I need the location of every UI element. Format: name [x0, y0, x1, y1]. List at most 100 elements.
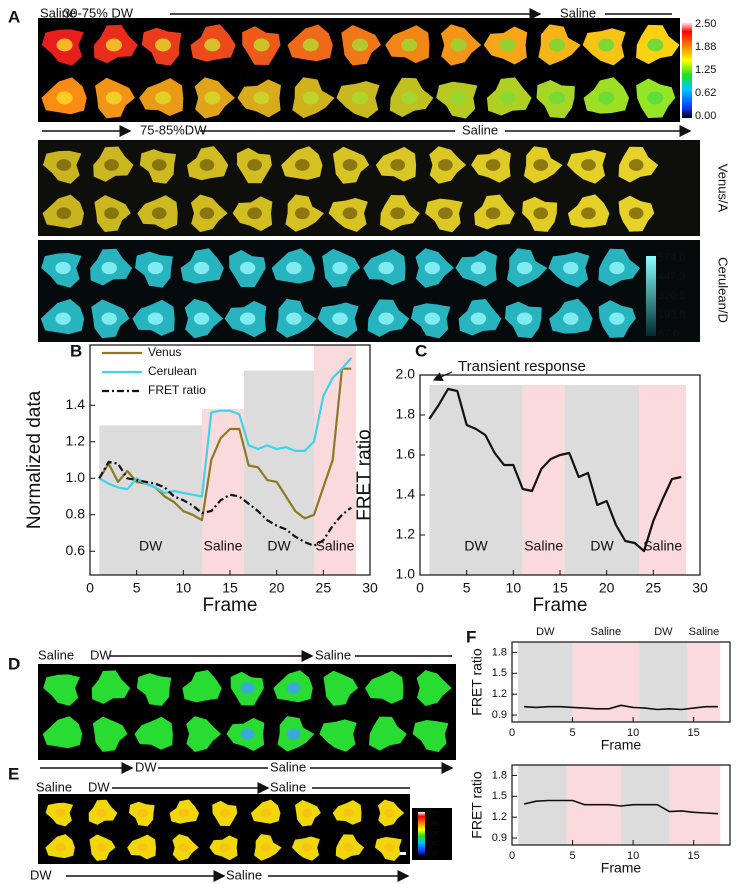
region-label: DW — [590, 538, 614, 554]
y-tick-label: 1.4 — [66, 396, 86, 412]
colorbar — [682, 22, 692, 118]
colorbar — [418, 812, 425, 856]
cell-core — [351, 91, 369, 105]
cell-core — [384, 808, 395, 818]
colorbar-label: 2.50 — [695, 18, 716, 30]
cell-core — [105, 38, 122, 52]
cell-core — [533, 159, 549, 171]
cell-core — [260, 843, 272, 852]
colorbar-label: 0.62 — [695, 87, 716, 99]
y-tick-label: 1.2 — [396, 526, 416, 542]
cell-core — [247, 207, 262, 220]
cell-core — [378, 261, 394, 275]
x-tick-label: 10 — [627, 727, 639, 739]
cell-core — [199, 159, 215, 171]
cell-core — [137, 808, 149, 818]
cell-core — [533, 207, 549, 220]
region-label: DW — [139, 538, 163, 554]
cell-core — [342, 207, 358, 220]
x-axis-label: Frame — [533, 595, 588, 616]
cell-core — [147, 312, 164, 325]
cell-core — [101, 261, 117, 275]
cell-core — [56, 38, 73, 52]
cell-core — [286, 261, 302, 275]
colorbar-label: 447.3 — [658, 271, 686, 283]
cell-core — [598, 38, 615, 52]
region — [522, 385, 565, 575]
x-tick-label: 25 — [316, 580, 332, 596]
cell-core — [219, 843, 231, 852]
cell-core — [286, 312, 302, 325]
cell-core — [424, 312, 441, 325]
region — [429, 385, 523, 575]
cell-core — [470, 261, 487, 275]
cell-core — [178, 843, 190, 852]
cell-core — [294, 207, 310, 220]
cell-core — [239, 261, 256, 275]
cell-core — [450, 91, 467, 105]
plot-frame — [511, 764, 731, 846]
colorbar-label: 2.50 — [427, 812, 439, 818]
cell — [91, 670, 131, 704]
cell-core — [628, 207, 644, 220]
cell-core — [343, 843, 354, 852]
channel-label: Cerulean/D — [716, 257, 731, 323]
x-tick-label: 30 — [692, 580, 708, 596]
cell-core — [260, 808, 272, 818]
cell-core — [563, 312, 579, 325]
cell-core — [286, 728, 301, 740]
region — [314, 345, 356, 575]
cell-core — [450, 38, 467, 52]
cell-core — [104, 159, 119, 171]
annotation: Saline — [560, 5, 596, 20]
data-line — [98, 367, 352, 522]
cell-core — [104, 207, 119, 220]
cell-core — [470, 312, 487, 325]
cell-core — [96, 808, 107, 818]
y-tick-label: 1.8 — [492, 646, 507, 658]
y-tick-label: 1.8 — [492, 769, 507, 781]
y-tick-label: 2.0 — [396, 366, 416, 382]
channel-label: Venus/A — [716, 164, 731, 213]
cell — [92, 716, 128, 752]
y-tick-label: 1.4 — [396, 486, 416, 502]
cell-core — [647, 91, 664, 105]
cell-core — [581, 207, 596, 220]
y-tick-label: 1.8 — [396, 406, 416, 422]
scale-bar — [398, 852, 406, 855]
x-axis-label: Frame — [203, 595, 258, 616]
cell-core — [301, 808, 313, 818]
cell-core — [56, 207, 72, 220]
region-label: Saline — [591, 626, 622, 638]
region-label: Saline — [643, 538, 682, 554]
cell-core — [647, 38, 664, 52]
region-label: Saline — [204, 538, 243, 554]
data-line — [98, 460, 352, 547]
cell-core — [548, 91, 565, 105]
annotation: Saline — [315, 647, 351, 662]
legend-label: Venus — [148, 345, 181, 359]
legend-label: FRET ratio — [148, 383, 206, 397]
panel-label: A — [8, 7, 20, 26]
y-tick-label: 0.9 — [492, 709, 507, 721]
annotation: 30-75% DW — [63, 5, 134, 20]
cell-core — [424, 261, 441, 275]
x-tick-label: 0 — [509, 850, 515, 862]
x-tick-label: 20 — [599, 580, 615, 596]
annotation: 75-85%DW — [140, 122, 207, 137]
x-tick-label: 15 — [552, 580, 568, 596]
cell-core — [178, 808, 190, 818]
cell-core — [390, 159, 406, 171]
cell-core — [247, 159, 262, 171]
cell-core — [390, 207, 406, 220]
cell-core — [609, 312, 625, 325]
cell-core — [438, 159, 453, 171]
region — [687, 642, 721, 722]
cell-core — [598, 91, 615, 105]
region — [572, 642, 640, 722]
x-axis-label: Frame — [601, 736, 642, 752]
y-tick-label: 1.5 — [492, 667, 507, 679]
colorbar-label: 1.25 — [695, 64, 716, 76]
panel-label: D — [8, 654, 20, 673]
